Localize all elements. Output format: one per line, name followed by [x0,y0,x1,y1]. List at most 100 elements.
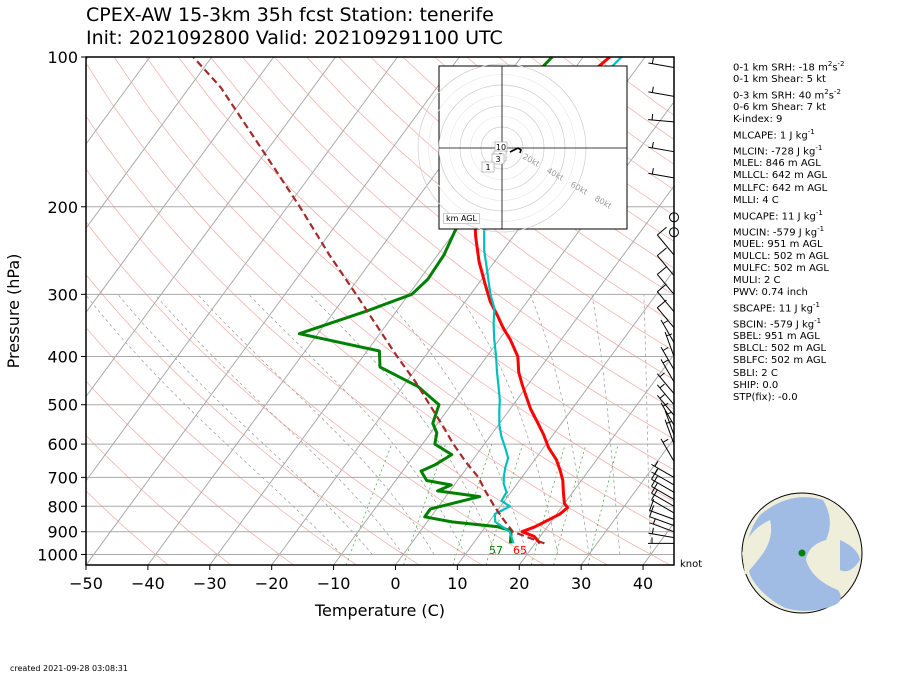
isotherm [86,57,460,565]
wind-barb-flag [656,283,667,293]
isotherm [86,57,336,398]
dry-adiabat [145,57,674,502]
wind-barb-calm [669,212,679,223]
x-tick-label: 30 [571,574,591,593]
index-line: MLLI: 4 C [733,194,779,206]
index-line: K-index: 9 [733,114,783,126]
dry-adiabat [86,380,294,565]
isotherm [86,57,213,230]
chart-title-line2: Init: 2021092800 Valid: 202109291100 UTC [86,27,503,49]
x-tick-label: −50 [69,574,103,593]
wind-barb-staff [656,234,675,256]
wind-barb-flag [656,247,667,256]
dry-adiabat [86,168,545,565]
background-lines [86,57,674,565]
index-line: SBEL: 951 m AGL [733,331,820,343]
x-tick-label: 20 [509,574,529,593]
location-globe [741,492,863,614]
dry-adiabat [86,435,232,565]
dry-adiabat [86,274,420,565]
moist-adiabat [591,294,621,555]
wind-barb-half [659,383,665,389]
index-line: MUCIN: -579 J kg-1 [733,224,825,239]
surface-temperature-label: 65 [513,544,527,557]
moist-adiabat [197,294,435,555]
wind-barb-calm [669,227,679,238]
wind-barb-half [662,320,669,324]
index-line: MLLCL: 642 m AGL [733,170,828,182]
surface-dewpoint-label: 57 [489,544,503,557]
y-tick-label: 600 [47,435,78,454]
index-line: MUEL: 951 m AGL [733,238,823,250]
mixing-ratio-line [452,443,493,565]
hodograph-unit-label: km AGL [443,213,480,224]
y-tick-label: 900 [47,523,78,542]
hodograph-marker-label: 10 [496,143,506,152]
hodograph-marker-box [481,161,495,173]
x-tick-label: 10 [447,574,467,593]
dry-adiabat [86,221,483,565]
wind-barb-half [651,141,654,148]
wind-barb-staff [649,516,675,527]
wind-barb-staff [651,478,675,493]
barb-unit-label: knot [680,559,703,570]
x-tick-label: 0 [390,574,400,593]
hodograph-marker-label: 1 [485,163,490,172]
y-tick-label: 500 [47,396,78,415]
index-line: MLEL: 846 m AGL [733,158,821,170]
parcel-line [192,57,545,545]
wind-barb-staff [656,394,675,416]
wind-barb-half [654,460,659,467]
wind-barb-staff [656,307,675,328]
y-tick-label: 800 [47,497,78,516]
wind-barb-staff [649,510,675,520]
wind-barbs [647,57,679,544]
chart-title-line1: CPEX-AW 15-3km 35h fcst Station: tenerif… [86,4,494,26]
wind-barb-staff [664,419,675,445]
wind-barb-half [662,347,669,351]
index-line: 0-3 km SRH: 40 m2s-2 [733,88,841,102]
index-line: 0-1 km SRH: -18 m2s-2 [733,60,845,74]
index-line: PWV: 0.74 inch [733,287,808,299]
index-line: MLCIN: -728 J kg-1 [733,144,823,158]
wind-barb-half [662,438,669,443]
isotherm [395,185,674,565]
y-axis-label: Pressure (hPa) [4,254,23,369]
mixing-ratio-line [403,443,446,565]
x-axis-label: Temperature (C) [314,601,445,620]
wind-barb-staff [651,485,675,500]
wind-barb-half [652,518,656,525]
wind-barb-half [659,394,665,399]
globe-ocean-east [840,540,860,572]
dry-adiabat [210,57,674,440]
dry-adiabat [338,57,674,324]
isotherm [333,100,674,565]
index-line: SBCAPE: 11 J kg-1 [733,301,820,315]
moist-adiabat [154,294,404,555]
index-line: MLCAPE: 1 J kg-1 [733,128,815,142]
moist-adiabat [309,294,497,555]
created-timestamp: created 2021-09-28 03:08:31 [10,664,128,673]
isotherm [580,437,674,565]
index-line: MULFC: 502 m AGL [733,262,829,274]
wind-barb-staff [656,291,675,312]
wind-barb-half [651,86,654,93]
dry-adiabat [86,327,357,565]
index-line: MUCAPE: 11 J kg-1 [733,208,823,223]
dry-adiabat [370,57,674,296]
hodograph-trace [509,147,522,154]
wind-barb-staff [656,274,675,295]
wind-barb-half [651,527,654,534]
index-line: 0-6 km Shear: 7 kt [733,102,826,114]
dry-adiabat [86,490,169,565]
wind-barb-half [659,372,665,378]
wind-barb-half [662,359,669,364]
mixing-ratio-line [587,443,619,565]
dry-adiabat [306,57,674,352]
y-tick-label: 100 [47,48,78,67]
globe-land-americas [742,520,772,575]
isotherm [86,57,275,314]
y-tick-label: 700 [47,468,78,487]
station-marker [798,549,806,557]
